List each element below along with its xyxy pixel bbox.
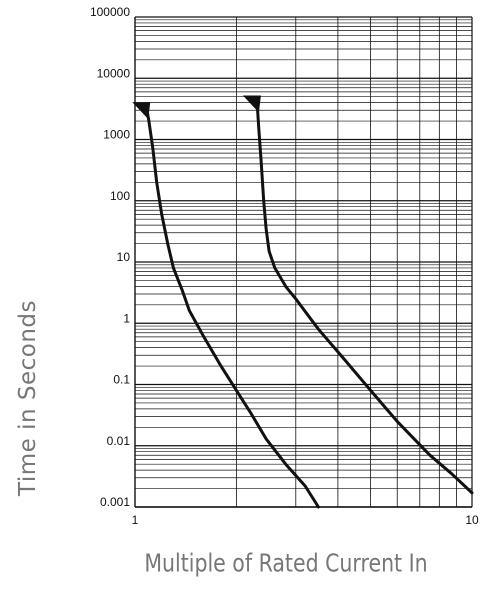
chart-grid [135, 17, 472, 508]
chart-axes [134, 16, 473, 508]
y-tick-label: 0.1 [113, 373, 130, 387]
x-axis-label: Multiple of Rated Current In [144, 548, 428, 578]
curve-line-1 [144, 104, 320, 509]
y-tick-label: 0.01 [107, 434, 131, 448]
y-tick-label: 10000 [97, 66, 131, 80]
x-tick-label: 1 [132, 513, 139, 527]
curve-arrow-marker-2 [242, 95, 261, 113]
y-tick-labels: 0.001 0.01 0.1 1 10 100 1000 10000 100000 [90, 5, 130, 509]
y-tick-label: 1 [123, 311, 130, 325]
y-tick-label: 10 [117, 250, 131, 264]
curve-line-2 [255, 98, 474, 495]
y-axis-label: Time in Seconds [15, 299, 41, 497]
y-tick-label: 1000 [103, 128, 130, 142]
y-tick-label: 0.001 [100, 495, 130, 509]
curve-series [132, 95, 474, 509]
x-tick-label: 10 [465, 513, 479, 527]
y-tick-label: 100000 [90, 5, 130, 19]
curve-arrow-marker-1 [132, 102, 151, 120]
y-tick-label: 100 [110, 189, 130, 203]
x-tick-labels: 1 10 [132, 513, 479, 527]
